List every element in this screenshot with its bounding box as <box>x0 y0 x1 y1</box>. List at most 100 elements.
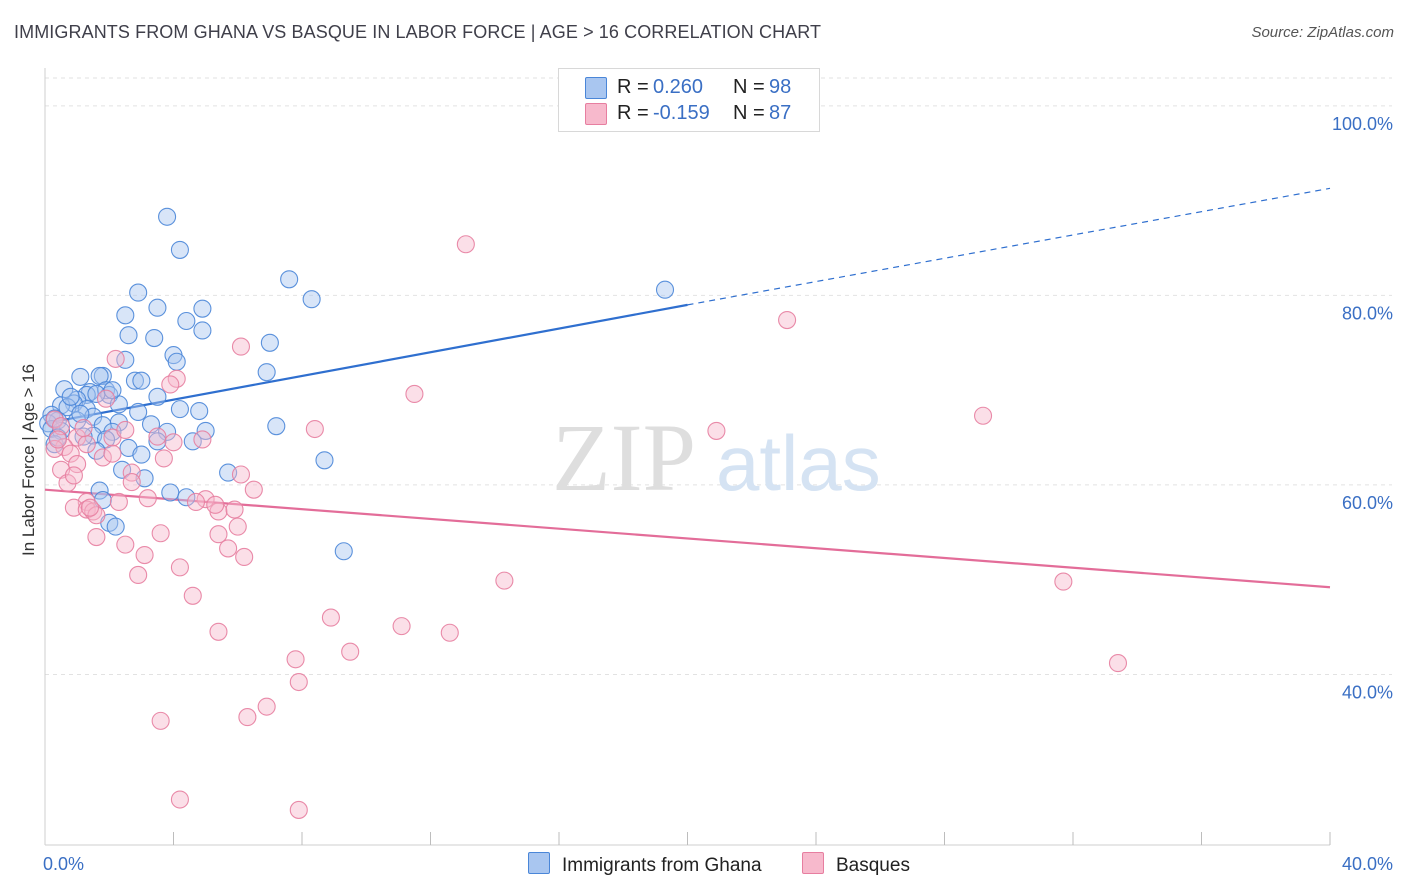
legend-r-label: R = <box>617 76 649 98</box>
data-point-ghana <box>190 401 209 421</box>
y-tick-label: 40.0% <box>1342 682 1393 702</box>
data-point-basques <box>151 711 170 730</box>
data-point-basques <box>45 410 64 429</box>
bottom-legend-ghana: Immigrants from Ghana <box>528 852 762 877</box>
data-point-ghana <box>116 306 135 325</box>
data-point-basques <box>109 492 128 512</box>
data-point-basques <box>103 444 122 463</box>
data-point-basques <box>151 524 170 543</box>
stats-legend: R = 0.260 N = 98 R = -0.159 N = 87 <box>558 68 820 132</box>
data-point-basques <box>48 430 67 449</box>
bottom-legend-swatch-basques <box>802 852 824 874</box>
y-tick-label: 100.0% <box>1332 114 1393 134</box>
data-point-basques <box>456 235 475 254</box>
data-point-ghana <box>170 400 189 419</box>
y-tick-label: 60.0% <box>1342 493 1393 513</box>
data-point-ghana <box>119 326 138 345</box>
data-point-ghana <box>167 352 186 371</box>
data-point-ghana <box>116 350 135 369</box>
data-point-basques <box>286 650 305 669</box>
data-point-ghana <box>161 483 180 502</box>
data-point-basques <box>74 419 93 438</box>
x-tick-label: 0.0% <box>43 854 84 874</box>
data-point-basques <box>219 539 238 558</box>
data-point-basques <box>87 527 106 547</box>
data-point-basques <box>495 571 514 590</box>
data-point-basques <box>231 465 251 484</box>
x-tick-label: 40.0% <box>1342 854 1393 874</box>
data-point-basques <box>93 448 112 467</box>
data-point-ghana <box>280 270 299 289</box>
y-axis-label: In Labor Force | Age > 16 <box>19 364 38 556</box>
trend-line-extension <box>687 187 1331 306</box>
bottom-legend-basques: Basques <box>802 852 910 877</box>
legend-n-value: 98 <box>769 76 792 98</box>
data-point-ghana <box>260 333 279 352</box>
data-point-ghana <box>145 329 164 348</box>
data-point-basques <box>973 406 993 425</box>
watermark-zip: ZIP <box>552 404 696 511</box>
data-point-ghana <box>170 240 189 259</box>
data-point-basques <box>440 623 459 642</box>
data-point-basques <box>392 617 411 636</box>
data-point-basques <box>225 500 244 519</box>
data-point-ghana <box>302 290 321 309</box>
data-point-basques <box>87 506 106 525</box>
data-point-basques <box>183 586 202 605</box>
data-point-basques <box>164 433 183 452</box>
data-point-ghana <box>158 422 177 441</box>
data-point-ghana <box>71 367 90 386</box>
data-point-basques <box>135 545 154 565</box>
data-point-basques <box>96 389 116 408</box>
data-point-basques <box>238 708 257 727</box>
data-point-ghana <box>177 488 196 507</box>
data-point-basques <box>206 495 225 514</box>
data-point-basques <box>129 565 148 584</box>
y-tick-label: 80.0% <box>1342 303 1393 323</box>
legend-swatch-ghana <box>585 77 607 99</box>
legend-r-label: R = <box>617 102 649 124</box>
legend-r-value: -0.159 <box>653 102 710 124</box>
data-point-ghana <box>193 321 212 340</box>
data-point-ghana <box>109 413 128 432</box>
axis-layer: 100.0% 80.0% 60.0% 40.0% 0.0% 40.0% <box>43 68 1393 874</box>
grid-layer <box>45 77 1392 675</box>
data-point-basques <box>405 384 424 404</box>
data-point-ghana <box>129 402 148 422</box>
data-point-basques <box>193 430 212 449</box>
data-point-basques <box>61 444 80 463</box>
data-point-basques <box>80 498 100 517</box>
watermark: ZIP atlas <box>552 404 881 511</box>
data-point-basques <box>106 349 125 368</box>
data-point-basques <box>154 449 173 468</box>
data-point-basques <box>244 480 263 499</box>
data-point-basques <box>228 517 247 536</box>
data-point-ghana <box>315 451 334 470</box>
legend-swatch-basques <box>585 103 607 125</box>
chart-title: IMMIGRANTS FROM GHANA VS BASQUE IN LABOR… <box>14 22 822 42</box>
data-point-ghana <box>655 280 675 299</box>
data-point-basques <box>122 473 141 492</box>
data-point-basques <box>161 375 180 394</box>
bottom-legend-label-basques: Basques <box>836 855 910 876</box>
legend-n-label: N = <box>733 102 765 124</box>
legend-r-value: 0.260 <box>653 76 704 98</box>
watermark-atlas: atlas <box>716 419 881 507</box>
data-point-basques <box>116 535 135 554</box>
data-point-ghana <box>61 387 80 406</box>
data-point-basques <box>77 435 96 454</box>
data-point-ghana <box>148 432 167 451</box>
data-point-basques <box>305 419 324 439</box>
data-point-ghana <box>334 542 353 561</box>
data-point-ghana <box>77 385 96 404</box>
data-point-ghana <box>267 417 286 436</box>
data-point-basques <box>58 473 77 493</box>
data-point-basques <box>231 337 251 356</box>
data-point-ghana <box>71 404 90 423</box>
data-point-basques <box>68 455 87 474</box>
data-point-basques <box>321 608 340 627</box>
data-point-ghana <box>148 387 167 406</box>
data-point-basques <box>778 311 797 330</box>
bottom-legend-swatch-ghana <box>528 852 550 874</box>
